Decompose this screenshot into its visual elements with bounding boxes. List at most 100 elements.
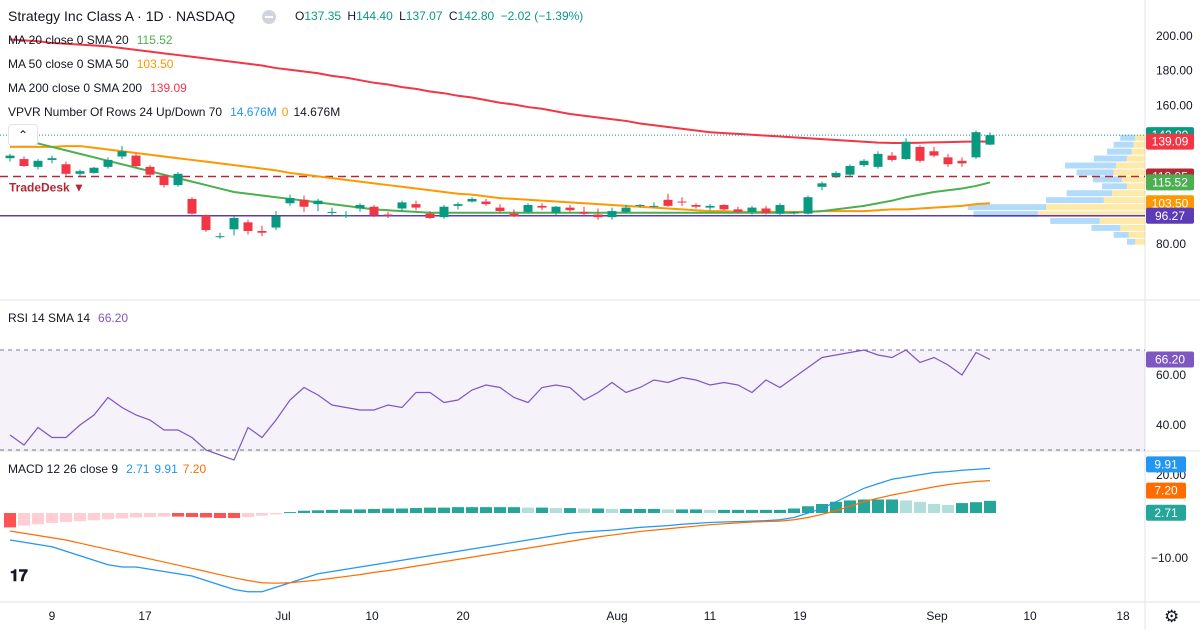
volume-profile-up (1093, 155, 1127, 162)
macd-histogram-bar (32, 513, 44, 525)
macd-histogram-bar (942, 504, 954, 513)
macd-histogram-bar (662, 509, 674, 513)
rsi-value: 66.20 (98, 311, 129, 325)
volume-profile-up (1093, 176, 1122, 183)
macd-label: MACD 12 26 close 9 (8, 462, 119, 476)
macd-legend[interactable]: MACD 12 26 close 9 2.71 9.91 7.20 (8, 462, 206, 476)
candle-body (411, 204, 421, 208)
macd-histogram-bar (46, 513, 58, 523)
candle-body (733, 209, 743, 212)
volume-profile-down (1135, 238, 1145, 245)
time-tick-label: 19 (793, 609, 807, 623)
candle-body (845, 166, 855, 175)
macd-histogram-bar (172, 513, 184, 517)
macd-value-1: 2.71 (126, 462, 150, 476)
symbol-title[interactable]: Strategy Inc Class A · 1D · NASDAQ (8, 8, 236, 24)
macd-histogram-bar (578, 508, 590, 513)
macd-histogram-bar (494, 507, 506, 513)
candle-body (747, 207, 757, 212)
vpvr-legend[interactable]: VPVR Number Of Rows 24 Up/Down 70 14.676M… (8, 105, 340, 119)
volume-profile-up (1126, 238, 1136, 245)
volume-profile-up (973, 211, 1038, 217)
macd-histogram-bar (298, 510, 310, 513)
macd-histogram-bar (760, 509, 772, 513)
candle-body (957, 160, 967, 164)
time-tick-label: 18 (1116, 609, 1130, 623)
candle-body (775, 205, 785, 214)
eye-icon[interactable] (262, 10, 276, 24)
time-tick-label: 9 (49, 609, 56, 623)
candle-body (369, 206, 379, 216)
candle-body (425, 213, 435, 218)
volume-profile-up (1046, 197, 1104, 204)
macd-histogram-bar (718, 509, 730, 513)
vpvr-value-1: 14.676M (230, 105, 277, 119)
macd-label-badge (1146, 456, 1186, 473)
macd-histogram-bar (88, 513, 100, 521)
volume-profile-down (1126, 155, 1145, 162)
candle-body (565, 207, 575, 211)
candle-body (593, 214, 603, 218)
time-tick-label: 20 (456, 609, 470, 623)
candle-body (299, 199, 309, 207)
candle-body (5, 155, 15, 159)
ma20-legend[interactable]: MA 20 close 0 SMA 20 115.52 (8, 33, 173, 47)
macd-histogram-bar (60, 513, 72, 522)
candle-body (327, 211, 337, 213)
tradedesk-annotation: TradeDesk ▼ (9, 180, 85, 194)
price-label-badge (1146, 207, 1194, 224)
ma50-value: 103.50 (136, 57, 174, 71)
price-label-text: 139.09 (1152, 135, 1189, 149)
candle-body (271, 216, 281, 228)
macd-histogram-bar (914, 501, 926, 513)
candle-body (467, 198, 477, 202)
macd-tick-label: −10.00 (1151, 551, 1188, 565)
rsi-line (9, 349, 991, 461)
macd-histogram-bar (970, 502, 982, 513)
macd-histogram-bar (228, 513, 240, 518)
macd-line (9, 467, 991, 593)
candle-body (831, 172, 841, 177)
macd-label-badge (1146, 504, 1186, 521)
vpvr-value-2: 0 (281, 105, 289, 119)
macd-label-text: 9.91 (1154, 457, 1178, 471)
volume-profile-up (1065, 162, 1117, 169)
volume-profile-down (1116, 162, 1145, 169)
candle-body (383, 214, 393, 216)
ma20-label: MA 20 close 0 SMA 20 (8, 33, 129, 47)
macd-histogram-bar (648, 508, 660, 513)
price-label-badge (1146, 133, 1194, 150)
macd-histogram-bar (312, 510, 324, 513)
rsi-legend[interactable]: RSI 14 SMA 14 66.20 (8, 311, 128, 325)
rsi-tick-label: 40.00 (1156, 418, 1186, 432)
candle-body (579, 211, 589, 214)
candle-body (159, 175, 169, 186)
candle-body (649, 205, 659, 207)
macd-histogram-bar (200, 513, 212, 518)
gear-icon[interactable]: ⚙ (1164, 607, 1180, 626)
candle-body (257, 231, 267, 233)
candle-body (523, 205, 533, 212)
collapse-legend-button[interactable]: ⌃ (8, 124, 38, 146)
volume-profile-down (1099, 218, 1145, 224)
macd-histogram-bar (550, 508, 562, 513)
ma50-line (10, 145, 991, 213)
time-tick-label: Aug (606, 609, 627, 623)
ma50-legend[interactable]: MA 50 close 0 SMA 50 103.50 (8, 57, 173, 71)
candle-body (19, 159, 29, 166)
ma200-label: MA 200 close 0 SMA 200 (8, 81, 143, 95)
volume-profile-down (1133, 141, 1145, 148)
rsi-label-text: 66.20 (1155, 353, 1185, 367)
candle-body (621, 207, 631, 212)
ohlc-low: 137.07 (405, 9, 443, 23)
ma200-value: 139.09 (150, 81, 187, 95)
ma200-legend[interactable]: MA 200 close 0 SMA 200 139.09 (8, 81, 187, 95)
macd-histogram-bar (382, 508, 394, 513)
ohlc-high: 144.40 (356, 9, 393, 23)
macd-histogram-bar (116, 513, 128, 519)
macd-histogram-bar (438, 507, 450, 513)
volume-profile-down (1103, 197, 1145, 204)
time-tick-label: Jul (275, 609, 290, 623)
macd-histogram-bar (872, 499, 884, 513)
